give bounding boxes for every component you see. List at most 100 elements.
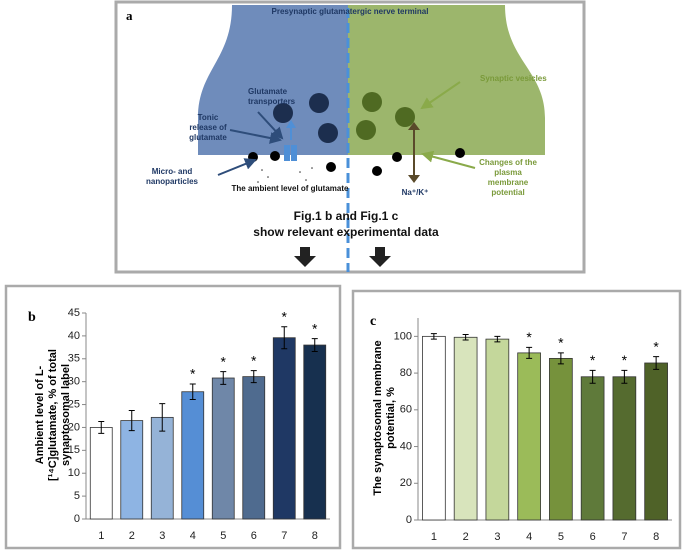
y-tick-label: 40 xyxy=(68,330,80,342)
bar xyxy=(211,377,235,520)
significance-star: * xyxy=(653,338,659,354)
x-tick-label: 7 xyxy=(621,531,627,543)
bar xyxy=(272,337,296,520)
significance-star: * xyxy=(526,329,532,345)
membrane-label: potential xyxy=(491,188,524,197)
membrane-label: Changes of the xyxy=(479,158,537,167)
error-bar xyxy=(430,333,437,340)
x-tick-label: 2 xyxy=(129,530,135,542)
arrow xyxy=(369,247,391,267)
bar xyxy=(517,352,541,521)
y-tick-label: 60 xyxy=(400,404,412,416)
x-tick-label: 3 xyxy=(159,530,165,542)
bar xyxy=(549,357,573,521)
bar xyxy=(485,338,510,521)
x-tick-label: 4 xyxy=(190,530,196,542)
particles-label: nanoparticles xyxy=(146,177,199,186)
y-axis-label: [¹⁴C]glutamate, % of total xyxy=(47,349,59,481)
x-tick-label: 1 xyxy=(431,531,437,543)
x-tick-label: 2 xyxy=(463,531,469,543)
significance-star: * xyxy=(622,352,628,368)
y-tick-label: 5 xyxy=(74,490,80,502)
caption: show relevant experimental data xyxy=(253,225,439,239)
significance-star: * xyxy=(312,320,318,336)
significance-star: * xyxy=(221,353,227,369)
panel-label: c xyxy=(370,314,376,329)
x-tick-label: 5 xyxy=(220,530,226,542)
y-tick-label: 80 xyxy=(400,367,412,379)
membrane-label: membrane xyxy=(488,178,529,187)
terminal-label: Presynaptic glutamatergic nerve terminal xyxy=(272,7,429,16)
y-tick-label: 40 xyxy=(400,440,412,452)
bar xyxy=(580,376,605,521)
y-axis-label: Ambient level of L- xyxy=(34,365,46,464)
bar xyxy=(303,344,327,520)
error-bar xyxy=(128,410,135,432)
panel-label: a xyxy=(126,8,133,23)
x-tick-label: 6 xyxy=(590,531,596,543)
bar xyxy=(422,335,446,521)
error-bar xyxy=(589,369,596,384)
significance-star: * xyxy=(190,366,196,382)
x-tick-label: 3 xyxy=(494,531,500,543)
y-axis-label: The synaptosomal membrane xyxy=(372,340,384,495)
x-tick-label: 8 xyxy=(653,531,659,543)
tonic-label: release of xyxy=(189,123,227,132)
error-bar xyxy=(621,369,628,384)
particles-label: Micro- and xyxy=(152,167,193,176)
significance-star: * xyxy=(558,335,564,351)
y-tick-label: 45 xyxy=(68,307,80,319)
error-bar xyxy=(281,326,288,350)
transporters-label: transporters xyxy=(248,97,296,106)
significance-star: * xyxy=(251,352,257,368)
x-tick-label: 5 xyxy=(558,531,564,543)
significance-star: * xyxy=(590,352,596,368)
error-bar xyxy=(462,334,469,341)
y-axis-label: potential, % xyxy=(385,387,397,449)
panel-b-frame xyxy=(4,284,342,550)
panel-c-frame xyxy=(351,289,682,550)
tonic-label: Tonic xyxy=(198,113,219,122)
error-bar xyxy=(557,352,564,365)
y-tick-label: 15 xyxy=(68,444,80,456)
nerve-terminal xyxy=(198,5,545,272)
error-bar xyxy=(159,403,166,432)
bar xyxy=(453,336,478,521)
bar xyxy=(242,376,266,520)
y-tick-label: 25 xyxy=(68,398,80,410)
significance-star: * xyxy=(282,308,288,324)
membrane-label: plasma xyxy=(494,168,522,177)
arrow xyxy=(294,247,316,267)
x-tick-label: 1 xyxy=(98,530,104,542)
y-tick-label: 20 xyxy=(68,421,80,433)
bar xyxy=(89,427,113,520)
x-tick-label: 6 xyxy=(251,530,257,542)
tonic-label: glutamate xyxy=(189,133,227,142)
error-bar xyxy=(311,338,318,352)
error-bar xyxy=(250,370,257,384)
x-tick-label: 8 xyxy=(312,530,318,542)
bar xyxy=(612,376,637,521)
y-axis-label: synaptosomal label xyxy=(60,364,72,466)
error-bar xyxy=(494,335,501,343)
bar xyxy=(644,362,668,521)
x-tick-label: 7 xyxy=(281,530,287,542)
error-bar xyxy=(220,371,227,385)
error-bar xyxy=(653,356,660,370)
y-tick-label: 20 xyxy=(400,477,412,489)
transporters-label: Glutamate xyxy=(248,87,288,96)
ambient-label: The ambient level of glutamate xyxy=(232,184,349,193)
vesicles-label: Synaptic vesicles xyxy=(480,74,547,83)
ions-label: Na⁺/K⁺ xyxy=(402,188,429,197)
y-tick-label: 0 xyxy=(74,513,80,525)
y-tick-label: 35 xyxy=(68,353,80,365)
x-tick-label: 4 xyxy=(526,531,532,543)
y-tick-label: 10 xyxy=(68,467,80,479)
error-bar xyxy=(98,420,105,434)
error-bar xyxy=(189,383,196,401)
bar xyxy=(120,420,144,520)
error-bar xyxy=(526,346,533,359)
y-tick-label: 0 xyxy=(406,514,412,526)
bar xyxy=(181,391,205,520)
